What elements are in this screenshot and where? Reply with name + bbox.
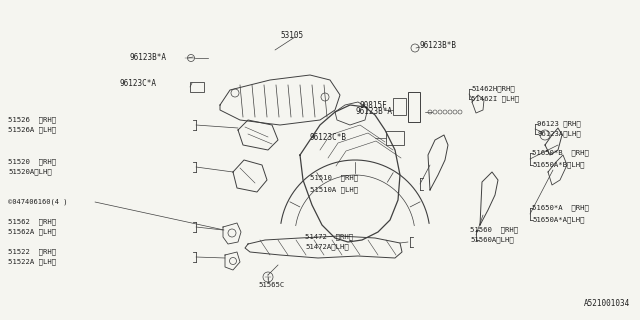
Text: 51526  〈RH〉: 51526 〈RH〉 bbox=[8, 117, 56, 123]
Text: 51650A*B〈LH〉: 51650A*B〈LH〉 bbox=[532, 162, 584, 168]
Bar bbox=[408, 92, 420, 122]
Bar bbox=[386, 131, 404, 145]
Text: ©047406160(4 ): ©047406160(4 ) bbox=[8, 199, 67, 205]
Text: 51650*A  〈RH〉: 51650*A 〈RH〉 bbox=[532, 205, 589, 211]
Text: 51520A〈LH〉: 51520A〈LH〉 bbox=[8, 169, 52, 175]
Text: 51522A 〈LH〉: 51522A 〈LH〉 bbox=[8, 259, 56, 265]
Text: 51650*B  〈RH〉: 51650*B 〈RH〉 bbox=[532, 150, 589, 156]
Text: 51560A〈LH〉: 51560A〈LH〉 bbox=[470, 237, 514, 243]
Text: 51562A 〈LH〉: 51562A 〈LH〉 bbox=[8, 229, 56, 235]
Text: 96123C*A: 96123C*A bbox=[120, 78, 157, 87]
Text: 51526A 〈LH〉: 51526A 〈LH〉 bbox=[8, 127, 56, 133]
Text: 96123B*A: 96123B*A bbox=[130, 52, 167, 61]
Text: 90815F: 90815F bbox=[360, 101, 388, 110]
Text: 96123A〈LH〉: 96123A〈LH〉 bbox=[537, 131, 580, 137]
Bar bbox=[393, 98, 406, 115]
Text: 51462I 〈LH〉: 51462I 〈LH〉 bbox=[471, 96, 519, 102]
Text: 51520  〈RH〉: 51520 〈RH〉 bbox=[8, 159, 56, 165]
Text: 51565C: 51565C bbox=[258, 282, 284, 288]
Text: 51472  〈RH〉: 51472 〈RH〉 bbox=[305, 234, 353, 240]
Text: 53105: 53105 bbox=[280, 30, 303, 39]
Text: A521001034: A521001034 bbox=[584, 299, 630, 308]
Text: 51462H〈RH〉: 51462H〈RH〉 bbox=[471, 86, 515, 92]
Bar bbox=[190, 82, 204, 92]
Text: 51510A 〈LH〉: 51510A 〈LH〉 bbox=[310, 187, 358, 193]
Text: 51472A〈LH〉: 51472A〈LH〉 bbox=[305, 244, 349, 250]
Text: 96123B*B: 96123B*B bbox=[420, 41, 457, 50]
Text: 96123 〈RH〉: 96123 〈RH〉 bbox=[537, 121, 580, 127]
Text: 96123C*B: 96123C*B bbox=[310, 133, 347, 142]
Text: 96123B*A: 96123B*A bbox=[355, 108, 392, 116]
Text: 51522  〈RH〉: 51522 〈RH〉 bbox=[8, 249, 56, 255]
Text: 51562  〈RH〉: 51562 〈RH〉 bbox=[8, 219, 56, 225]
Text: 51650A*A〈LH〉: 51650A*A〈LH〉 bbox=[532, 217, 584, 223]
Text: 51510  〈RH〉: 51510 〈RH〉 bbox=[310, 175, 358, 181]
Text: 51560  〈RH〉: 51560 〈RH〉 bbox=[470, 227, 518, 233]
